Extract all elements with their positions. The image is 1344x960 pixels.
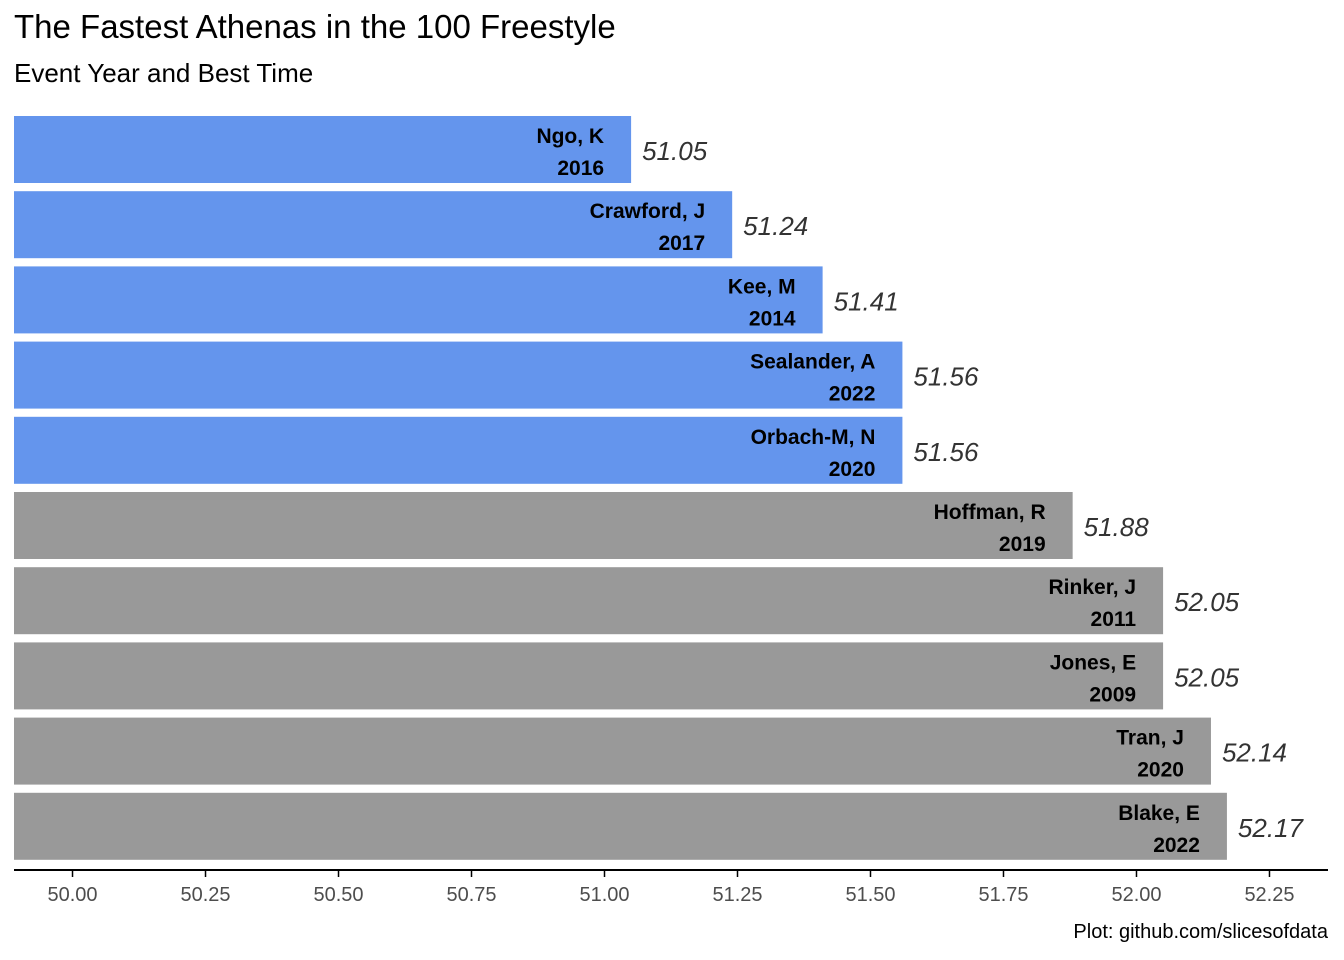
chart-caption: Plot: github.com/slicesofdata: [1073, 921, 1328, 943]
bar-jones-e: [14, 642, 1164, 710]
x-tick-label: 50.00: [47, 884, 97, 906]
bar-year-label: 2022: [829, 383, 876, 406]
chart-subtitle: Event Year and Best Time: [14, 58, 314, 88]
bar-value-label: 52.05: [1174, 662, 1240, 692]
bar-name-label: Tran, J: [1116, 727, 1184, 750]
bar-kee-m: [14, 266, 823, 334]
bar-value-label: 52.05: [1174, 587, 1240, 617]
bar-value-label: 52.14: [1222, 738, 1287, 768]
bar-name-label: Crawford, J: [590, 200, 706, 223]
x-tick-label: 52.25: [1244, 884, 1294, 906]
bar-name-label: Sealander, A: [750, 351, 875, 374]
chart-title: The Fastest Athenas in the 100 Freestyle: [14, 8, 616, 45]
x-tick-label: 51.25: [712, 884, 762, 906]
bar-year-label: 2014: [749, 307, 796, 330]
x-tick-label: 50.25: [180, 884, 230, 906]
bar-name-label: Jones, E: [1050, 651, 1136, 674]
bar-year-label: 2016: [557, 157, 604, 180]
bar-value-label: 51.24: [743, 211, 808, 241]
bar-year-label: 2011: [1091, 608, 1137, 631]
bar-value-label: 51.56: [913, 362, 979, 392]
bar-blake-e: [14, 792, 1227, 860]
x-tick-label: 50.50: [313, 884, 363, 906]
x-tick-label: 50.75: [446, 884, 496, 906]
x-tick-label: 51.50: [845, 884, 895, 906]
bar-value-label: 51.05: [642, 136, 708, 166]
bar-year-label: 2009: [1089, 683, 1136, 706]
bar-value-label: 51.88: [1084, 512, 1150, 542]
x-tick-label: 52.00: [1111, 884, 1161, 906]
bar-tran-j: [14, 717, 1211, 785]
bar-year-label: 2022: [1153, 834, 1200, 857]
bar-name-label: Ngo, K: [536, 125, 604, 148]
bar-year-label: 2020: [829, 458, 876, 481]
bar-name-label: Orbach-M, N: [751, 426, 876, 449]
bar-hoffman-r: [14, 492, 1073, 559]
bars-layer: Ngo, K 2016 51.05 Crawford, J 2017 51.24 Kee, …: [14, 116, 1305, 860]
x-tick-label: 51.75: [978, 884, 1028, 906]
bar-crawford-j: [14, 191, 733, 259]
bar-name-label: Kee, M: [728, 275, 796, 298]
bar-year-label: 2019: [999, 533, 1046, 556]
bar-name-label: Rinker, J: [1049, 576, 1137, 599]
bar-name-label: Blake, E: [1118, 802, 1200, 825]
bar-name-label: Hoffman, R: [934, 501, 1046, 524]
bar-value-label: 51.41: [834, 286, 899, 316]
bar-value-label: 51.56: [913, 437, 979, 467]
bar-year-label: 2017: [658, 232, 705, 255]
bar-ngo-k: [14, 116, 632, 183]
bar-year-label: 2020: [1137, 759, 1184, 782]
x-axis: 50.00 50.25 50.50 50.75 51.00 51.25 51.50 51.75…: [14, 869, 1328, 906]
bar-value-label: 52.17: [1238, 813, 1305, 843]
x-tick-label: 51.00: [579, 884, 629, 906]
bar-rinker-j: [14, 567, 1164, 635]
bar-sealander-a: [14, 341, 903, 409]
bar-orbach-m-n: [14, 416, 903, 484]
